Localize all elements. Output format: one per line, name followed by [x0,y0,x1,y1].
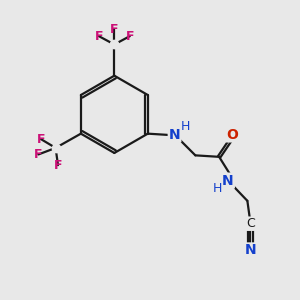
Text: C: C [246,217,255,230]
Text: F: F [94,30,103,43]
Text: N: N [222,174,234,188]
Text: F: F [125,30,134,43]
Text: F: F [37,133,45,146]
Text: O: O [226,128,238,142]
Text: F: F [54,159,62,172]
Text: N: N [169,128,180,142]
Text: N: N [244,243,256,257]
Text: F: F [110,22,118,35]
Text: H: H [181,120,190,133]
Text: H: H [212,182,222,195]
Text: F: F [34,148,43,161]
